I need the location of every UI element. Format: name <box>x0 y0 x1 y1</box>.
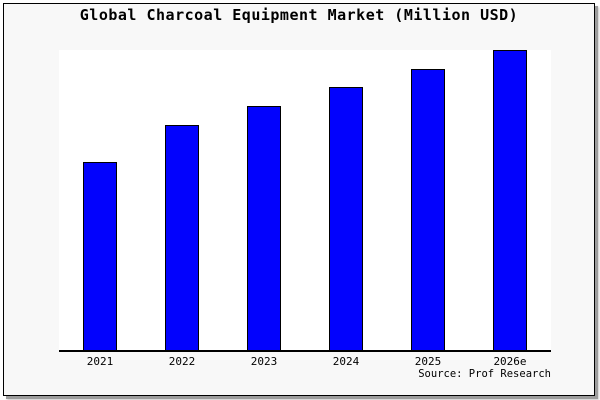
bar-2026e <box>493 50 527 350</box>
chart-title: Global Charcoal Equipment Market (Millio… <box>79 6 519 24</box>
x-tick-label-2021: 2021 <box>86 355 114 368</box>
source-note: Source: Prof Research <box>418 368 551 380</box>
bar-2022 <box>165 124 199 350</box>
bars-container <box>59 50 551 350</box>
x-tick-label-2026e: 2026e <box>493 355 527 368</box>
bar-slot-2024 <box>305 50 387 350</box>
chart-frame: Global Charcoal Equipment Market (Millio… <box>3 3 595 396</box>
bar-slot-2022 <box>141 50 223 350</box>
bar-slot-2025 <box>387 50 469 350</box>
bar-2025 <box>411 68 445 350</box>
x-axis-labels: 2021 2022 2023 2024 2025 2026e <box>59 355 551 368</box>
x-tick-label-2024: 2024 <box>332 355 360 368</box>
bar-2021 <box>83 161 117 350</box>
plot-area <box>59 50 551 352</box>
x-tick-label-2023: 2023 <box>250 355 278 368</box>
bar-slot-2023 <box>223 50 305 350</box>
bar-slot-2021 <box>59 50 141 350</box>
bar-2023 <box>247 105 281 350</box>
bar-slot-2026e <box>469 50 551 350</box>
x-tick-label-2022: 2022 <box>168 355 196 368</box>
x-tick-label-2025: 2025 <box>414 355 442 368</box>
bar-2024 <box>329 86 363 350</box>
